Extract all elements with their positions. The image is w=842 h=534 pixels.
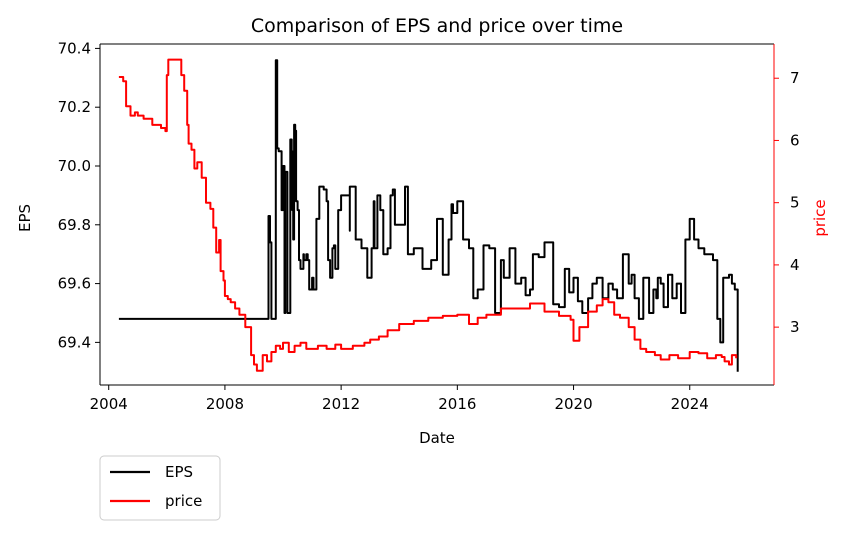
y-right-tick-label: 4 (790, 256, 800, 274)
y-right-tick-label: 7 (790, 69, 800, 87)
y-left-tick-label: 70.4 (58, 39, 91, 57)
y-left-tick-label: 70.2 (58, 98, 91, 116)
x-tick-label: 2024 (671, 395, 709, 413)
y-left-tick-label: 69.6 (58, 275, 91, 293)
y-right-tick-label: 6 (790, 131, 800, 149)
x-axis-label: Date (419, 429, 455, 447)
legend: EPS price (99, 455, 221, 521)
x-tick-label: 2008 (206, 395, 244, 413)
y-left-tick-label: 70.0 (58, 157, 91, 175)
x-tick-label: 2020 (554, 395, 592, 413)
y-left-tick-label: 69.4 (58, 333, 91, 351)
y-left-tick-label: 69.8 (58, 216, 91, 234)
legend-price-label: price (165, 492, 202, 510)
plot-area (118, 58, 739, 372)
y-right-tick-label: 3 (790, 318, 800, 336)
chart-title: Comparison of EPS and price over time (251, 15, 623, 37)
series-layer (118, 58, 739, 372)
x-tick-label: 2004 (90, 395, 128, 413)
legend-box (99, 455, 221, 521)
x-tick-label: 2012 (322, 395, 360, 413)
legend-eps-label: EPS (165, 463, 193, 481)
axes-layer: 2004 2008 2012 2016 2020 2024 69.4 69.6 69.8 70.0… (58, 39, 800, 413)
series-line-price (118, 58, 738, 372)
y-right-axis-label: price (811, 199, 829, 236)
x-tick-label: 2016 (438, 395, 476, 413)
y-right-tick-label: 5 (790, 194, 800, 212)
series-line-eps (118, 59, 739, 372)
y-left-axis-label: EPS (16, 204, 34, 232)
